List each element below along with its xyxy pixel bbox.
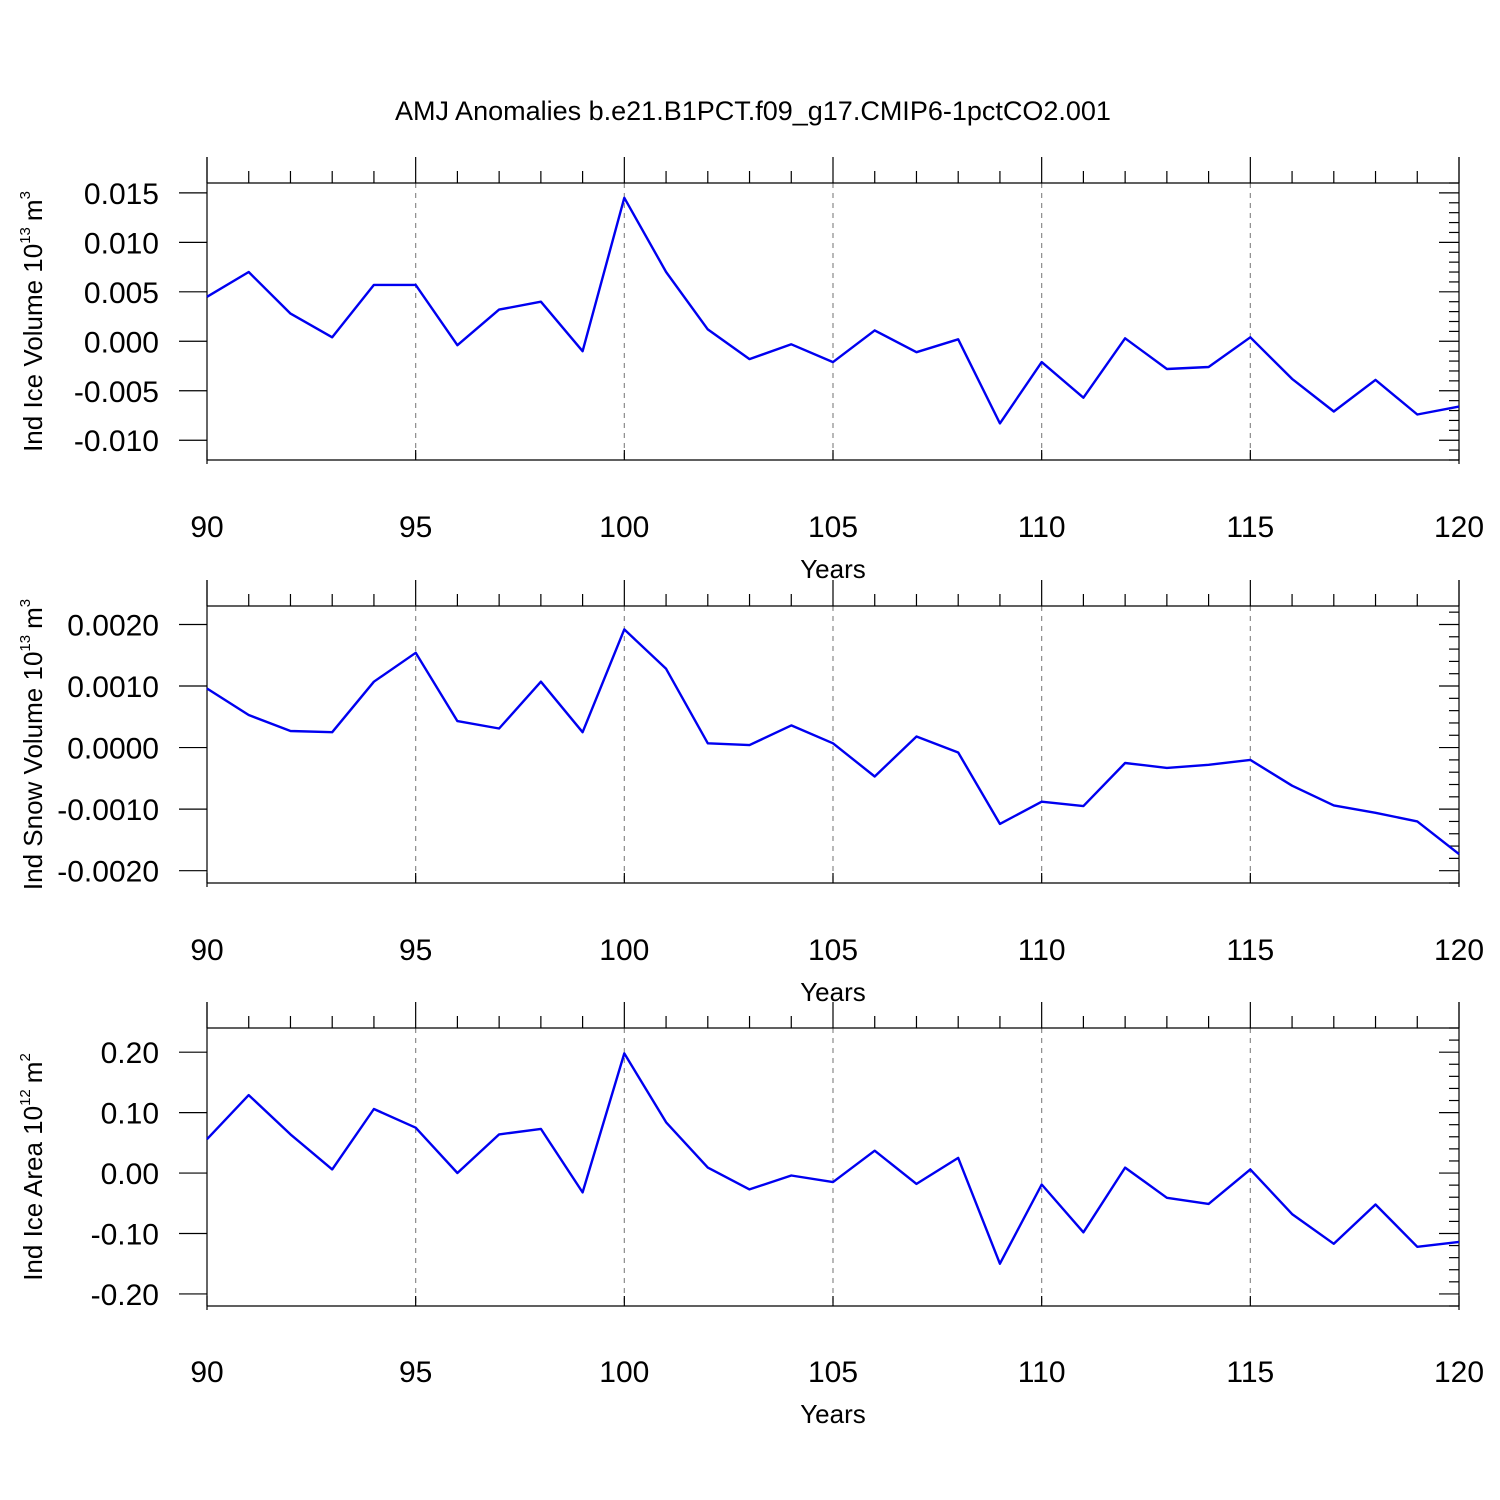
x-tick-label: 100 <box>599 511 649 544</box>
y-axis-label-unit: m <box>18 199 48 221</box>
x-tick-label: 95 <box>399 511 432 544</box>
x-tick-label: 120 <box>1434 511 1484 544</box>
x-tick-label: 105 <box>808 1356 858 1389</box>
y-axis-label: Ind Snow Volume 1013 m3 <box>17 599 48 890</box>
x-tick-label: 95 <box>399 1356 432 1389</box>
y-axis-label: Ind Ice Area 1012 m2 <box>17 1053 48 1281</box>
x-axis-label: Years <box>800 1399 866 1429</box>
y-axis-label-exponent: 13 <box>17 635 34 652</box>
y-axis-label-unit-exponent: 2 <box>17 1053 34 1061</box>
x-tick-label: 90 <box>190 1356 223 1389</box>
series-line <box>206 1052 1460 1265</box>
y-tick-label: 0.0020 <box>67 609 159 642</box>
x-tick-label: 110 <box>1018 934 1066 967</box>
x-axis-label: Years <box>800 554 866 584</box>
x-tick-label: 110 <box>1018 511 1066 544</box>
y-axis-label-unit: m <box>18 607 48 629</box>
series-line <box>206 628 1460 856</box>
y-axis-label-unit-exponent: 3 <box>17 599 34 607</box>
series-line <box>206 196 1460 425</box>
x-tick-label: 100 <box>599 1356 649 1389</box>
y-tick-label: 0.0010 <box>67 671 159 704</box>
y-tick-label: 0.005 <box>84 277 159 310</box>
y-tick-label: 0.10 <box>101 1098 159 1131</box>
y-tick-label: 0.015 <box>84 178 159 211</box>
chart-panel-1: 0.015 0.010 0.005 0.000 -0.005 -0.010 90 95 100 1… <box>17 157 1484 584</box>
y-axis-label-unit-exponent: 3 <box>17 191 34 199</box>
y-axis-label-main: Ind Snow Volume 10 <box>18 652 48 891</box>
x-tick-label: 120 <box>1434 1356 1484 1389</box>
y-axis-label-exponent: 13 <box>17 227 34 244</box>
panels: 0.015 0.010 0.005 0.000 -0.005 -0.010 90 95 100 1… <box>17 157 1484 1429</box>
x-tick-label: 105 <box>808 511 858 544</box>
y-tick-label: 0.010 <box>84 227 159 260</box>
y-tick-label: -0.0010 <box>57 794 159 827</box>
x-tick-label: 90 <box>190 934 223 967</box>
y-tick-label: 0.00 <box>101 1158 159 1191</box>
y-axis-label-exponent: 12 <box>17 1089 34 1106</box>
y-axis-label-main: Ind Ice Area 10 <box>18 1106 48 1281</box>
y-axis-label-unit: m <box>18 1062 48 1084</box>
y-tick-label: -0.0020 <box>57 856 159 889</box>
y-tick-label: 0.20 <box>101 1037 159 1070</box>
y-tick-label: 0.0000 <box>67 733 159 766</box>
figure-title: AMJ Anomalies b.e21.B1PCT.f09_g17.CMIP6-… <box>395 96 1111 126</box>
x-tick-label: 115 <box>1226 934 1274 967</box>
y-axis-label: Ind Ice Volume 1013 m3 <box>17 191 48 452</box>
x-tick-label: 110 <box>1018 1356 1066 1389</box>
y-tick-label: 0.000 <box>84 326 159 359</box>
x-tick-label: 115 <box>1226 511 1274 544</box>
x-tick-label: 120 <box>1434 934 1484 967</box>
y-tick-label: -0.010 <box>74 425 159 458</box>
x-tick-label: 100 <box>599 934 649 967</box>
x-tick-label: 95 <box>399 934 432 967</box>
y-tick-label: -0.20 <box>91 1279 159 1312</box>
chart-panel-2: 0.0020 0.0010 0.0000 -0.0010 -0.0020 90 95 100 1… <box>17 580 1484 1007</box>
y-axis-label-main: Ind Ice Volume 10 <box>18 244 48 452</box>
x-tick-label: 105 <box>808 934 858 967</box>
chart-panel-3: 0.20 0.10 0.00 -0.10 -0.20 90 95 100 105 110 115 12… <box>17 1002 1484 1429</box>
y-tick-label: -0.005 <box>74 376 159 409</box>
x-tick-label: 115 <box>1226 1356 1274 1389</box>
x-tick-label: 90 <box>190 511 223 544</box>
y-tick-label: -0.10 <box>91 1218 159 1251</box>
